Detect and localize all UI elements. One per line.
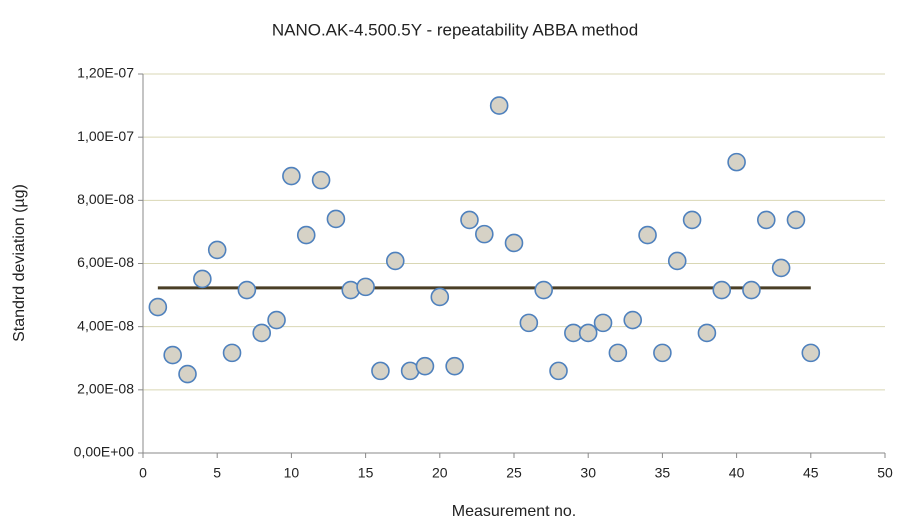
point xyxy=(549,361,568,381)
point xyxy=(756,210,776,230)
y-tick-label: 0,00E+00 xyxy=(74,444,135,460)
point xyxy=(282,166,301,186)
y-tick-label: 1,20E-07 xyxy=(77,65,134,81)
point xyxy=(534,280,553,300)
point xyxy=(682,210,702,230)
y-tick-label: 4,00E-08 xyxy=(77,317,134,333)
point xyxy=(771,258,791,278)
x-tick-label: 40 xyxy=(729,465,745,481)
point xyxy=(608,343,628,363)
point xyxy=(296,225,316,245)
x-tick-label: 0 xyxy=(139,465,147,481)
point xyxy=(712,280,732,300)
point xyxy=(326,209,346,229)
point xyxy=(460,210,479,230)
x-tick-label: 30 xyxy=(580,465,596,481)
point xyxy=(207,240,227,260)
x-tick-label: 25 xyxy=(506,465,522,481)
y-axis-title: Standrd deviation (µg) xyxy=(11,184,28,342)
point xyxy=(786,210,806,230)
point xyxy=(578,323,598,343)
x-tick-label: 35 xyxy=(655,465,671,481)
x-tick-label: 20 xyxy=(432,465,448,481)
point xyxy=(178,364,197,384)
point xyxy=(222,343,242,363)
x-axis-title: Measurement no. xyxy=(452,503,577,520)
point xyxy=(623,310,643,330)
x-tick-label: 5 xyxy=(213,465,221,481)
point xyxy=(415,356,435,376)
point xyxy=(148,297,168,317)
point xyxy=(252,323,272,343)
point xyxy=(475,224,494,244)
point xyxy=(801,343,821,363)
point xyxy=(727,152,746,172)
x-tick-label: 50 xyxy=(877,465,893,481)
point xyxy=(653,343,672,363)
x-tick-label: 10 xyxy=(284,465,300,481)
point xyxy=(667,251,687,271)
point xyxy=(341,280,361,300)
point xyxy=(519,313,539,333)
point xyxy=(697,323,717,343)
point xyxy=(638,225,657,245)
point xyxy=(371,361,390,381)
point xyxy=(267,310,286,330)
point xyxy=(430,287,450,307)
point xyxy=(311,170,331,190)
y-tick-label: 1,00E-07 xyxy=(77,128,134,144)
y-tick-label: 6,00E-08 xyxy=(77,254,134,270)
x-tick-label: 45 xyxy=(803,465,819,481)
point xyxy=(504,233,524,253)
x-tick-label: 15 xyxy=(358,465,374,481)
point xyxy=(163,345,182,365)
point xyxy=(742,280,761,300)
point xyxy=(489,96,509,115)
point xyxy=(193,269,212,289)
point xyxy=(593,313,613,333)
point xyxy=(445,356,464,376)
chart-title: NANO.AK-4.500.5Y - repeatability ABBA me… xyxy=(272,20,638,39)
y-tick-label: 8,00E-08 xyxy=(77,191,134,207)
point xyxy=(385,251,405,271)
point xyxy=(356,277,375,297)
point xyxy=(237,280,257,300)
y-tick-label: 2,00E-08 xyxy=(77,381,134,397)
